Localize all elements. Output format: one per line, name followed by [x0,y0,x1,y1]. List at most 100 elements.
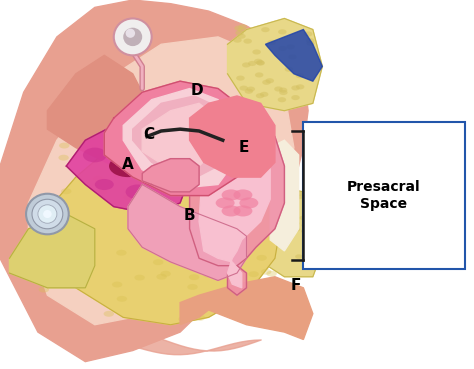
Ellipse shape [290,214,297,219]
Ellipse shape [248,271,259,277]
Ellipse shape [304,31,312,37]
Ellipse shape [237,27,246,32]
Ellipse shape [83,148,107,162]
Text: F: F [291,279,301,293]
Ellipse shape [255,72,264,77]
Ellipse shape [260,226,268,230]
Polygon shape [265,30,322,81]
Polygon shape [142,103,218,170]
Polygon shape [123,89,237,188]
Ellipse shape [255,291,265,297]
Ellipse shape [109,129,137,144]
Ellipse shape [49,263,60,269]
Ellipse shape [184,213,195,219]
Ellipse shape [246,194,257,200]
Text: A: A [122,157,134,172]
Ellipse shape [123,28,142,46]
Ellipse shape [265,78,274,83]
Ellipse shape [65,252,76,258]
Ellipse shape [216,197,235,208]
Ellipse shape [47,203,57,208]
Ellipse shape [156,274,167,280]
Ellipse shape [193,169,204,175]
Ellipse shape [153,259,164,265]
Ellipse shape [239,86,248,91]
Ellipse shape [262,80,271,85]
Ellipse shape [233,206,252,217]
Ellipse shape [278,97,286,102]
Ellipse shape [135,275,145,280]
Ellipse shape [242,62,251,68]
Text: E: E [239,140,249,155]
Ellipse shape [283,194,291,198]
Ellipse shape [161,271,171,277]
Ellipse shape [246,208,254,212]
Polygon shape [199,118,270,288]
Ellipse shape [109,155,147,177]
Ellipse shape [179,220,190,226]
Polygon shape [190,96,275,177]
Ellipse shape [279,90,288,95]
Polygon shape [104,81,256,196]
Ellipse shape [256,61,265,66]
Ellipse shape [254,233,262,237]
Text: Presacral
Space: Presacral Space [347,180,421,211]
Ellipse shape [227,210,237,215]
Ellipse shape [278,46,287,51]
Ellipse shape [306,38,315,43]
Ellipse shape [92,176,103,182]
Ellipse shape [59,142,70,148]
Ellipse shape [123,194,133,200]
Ellipse shape [254,264,262,269]
Ellipse shape [301,223,309,228]
Ellipse shape [293,227,301,231]
Ellipse shape [61,188,72,194]
Ellipse shape [38,205,57,223]
Ellipse shape [187,301,197,307]
Ellipse shape [292,85,300,90]
Ellipse shape [233,189,252,200]
Polygon shape [142,159,199,192]
Ellipse shape [248,61,256,66]
Ellipse shape [71,223,82,228]
Ellipse shape [158,180,168,186]
Ellipse shape [195,315,205,321]
Ellipse shape [261,27,270,32]
Ellipse shape [279,87,287,93]
Ellipse shape [240,214,248,219]
Ellipse shape [58,155,69,161]
Ellipse shape [296,73,304,78]
Ellipse shape [295,192,303,196]
Ellipse shape [236,30,244,35]
Polygon shape [228,18,322,111]
Ellipse shape [75,142,85,148]
Ellipse shape [104,311,114,317]
Ellipse shape [252,49,261,55]
Ellipse shape [286,44,295,49]
Ellipse shape [113,172,123,178]
Ellipse shape [234,25,243,31]
Ellipse shape [261,261,268,266]
Ellipse shape [261,269,272,275]
Ellipse shape [240,261,247,266]
Polygon shape [28,37,294,325]
Text: B: B [184,208,195,223]
Polygon shape [133,96,228,181]
Ellipse shape [299,215,307,220]
Polygon shape [9,214,95,288]
Ellipse shape [288,54,297,59]
Polygon shape [38,118,284,325]
Ellipse shape [252,146,263,152]
Ellipse shape [304,199,311,204]
Ellipse shape [114,18,152,55]
Ellipse shape [43,210,52,218]
Ellipse shape [275,233,283,237]
Ellipse shape [233,38,242,43]
Ellipse shape [203,272,213,277]
Ellipse shape [95,179,114,190]
Ellipse shape [122,128,132,134]
Ellipse shape [267,40,276,45]
Ellipse shape [296,194,304,199]
Ellipse shape [266,271,277,277]
Ellipse shape [239,197,258,208]
